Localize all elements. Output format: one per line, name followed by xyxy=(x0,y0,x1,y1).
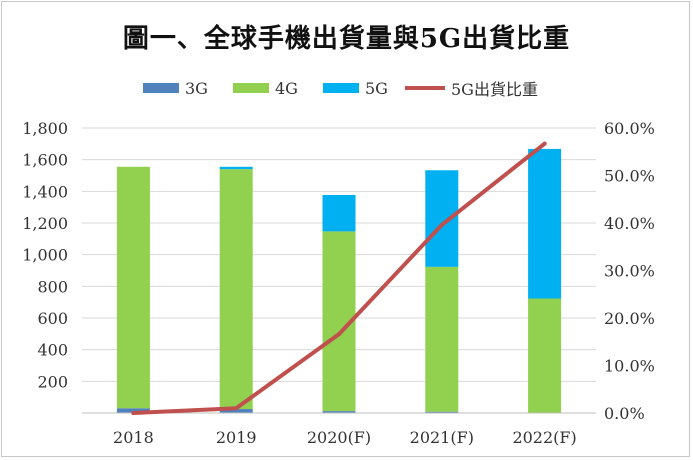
y-left-tick-label: 600 xyxy=(37,309,68,328)
x-tick-label: 2020(F) xyxy=(307,428,371,447)
y-left-tick-label: 1,000 xyxy=(22,246,68,265)
y-left-tick-label: 1,200 xyxy=(22,214,68,233)
legend-item-4g: 4G xyxy=(233,76,298,100)
y-left-tick-label: 1,600 xyxy=(22,151,68,170)
y-left-tick-label: 800 xyxy=(37,277,68,296)
bar-3g-2019 xyxy=(219,409,253,413)
bar-4g-2019 xyxy=(219,169,253,410)
legend-label-3g: 3G xyxy=(185,78,208,98)
y-right-tick-label: 50.0% xyxy=(604,167,655,186)
bar-3g-2018 xyxy=(116,408,150,413)
y-right-tick-label: 0.0% xyxy=(604,404,645,423)
y-right-tick-label: 40.0% xyxy=(604,214,655,233)
legend-label-5g-share: 5G出貨比重 xyxy=(451,80,538,99)
y-right-tick-label: 60.0% xyxy=(604,119,655,138)
bar-3g-2020f xyxy=(322,411,356,413)
line-point-5g-share xyxy=(542,141,547,146)
y-right-tick-label: 10.0% xyxy=(604,357,655,376)
bar-4g-2018 xyxy=(116,166,150,409)
line-point-5g-share xyxy=(439,222,444,227)
x-tick-label: 2019 xyxy=(216,428,257,447)
line-point-5g-share xyxy=(337,332,341,337)
legend-swatch-4g xyxy=(233,83,269,93)
legend: 3G 4G 5G 5G出貨比重 xyxy=(0,76,693,100)
y-right-tick-label: 20.0% xyxy=(604,309,655,328)
y-left-tick-label: 400 xyxy=(37,341,68,360)
bar-5g-2021f xyxy=(425,170,459,267)
y-right-tick-label: 30.0% xyxy=(604,262,655,281)
bar-5g-2022f xyxy=(528,148,562,299)
legend-label-4g: 4G xyxy=(275,78,298,98)
legend-swatch-5g xyxy=(323,83,359,93)
legend-label-5g: 5G xyxy=(365,78,388,98)
bar-4g-2022f xyxy=(528,298,562,413)
y-left-tick-label: 1,800 xyxy=(22,119,68,138)
line-point-5g-share xyxy=(131,411,136,415)
bar-4g-2021f xyxy=(425,266,459,412)
bar-5g-2020f xyxy=(322,194,356,232)
y-left-tick-label: 1,400 xyxy=(22,182,68,201)
legend-item-3g: 3G xyxy=(143,76,208,100)
x-tick-label: 2021(F) xyxy=(410,428,474,447)
y-left-tick-label: 200 xyxy=(37,372,68,391)
chart-title: 圖一、全球手機出貨量與5G出貨比重 xyxy=(122,24,571,54)
legend-item-5g-share: 5G出貨比重 xyxy=(405,76,538,100)
x-tick-label: 2018 xyxy=(113,428,154,447)
legend-item-5g: 5G xyxy=(323,76,388,100)
legend-swatch-3g xyxy=(143,83,179,93)
bar-5g-2019 xyxy=(219,166,253,170)
line-point-5g-share xyxy=(234,406,239,411)
x-tick-label: 2022(F) xyxy=(512,428,576,447)
legend-swatch-5g-share xyxy=(405,86,445,90)
bar-3g-2021f xyxy=(425,411,459,413)
